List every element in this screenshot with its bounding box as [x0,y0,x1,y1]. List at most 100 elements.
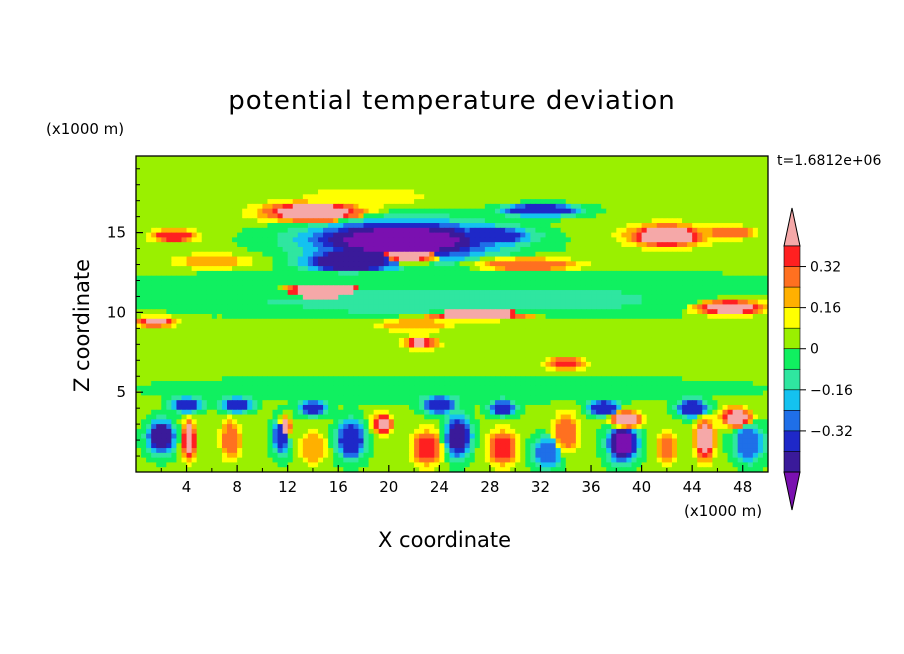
field-cell [424,333,430,339]
field-cell [540,314,547,320]
field-cell [515,165,521,171]
field-cell [459,203,466,210]
field-cell [646,285,653,291]
field-cell [267,242,274,248]
field-cell [312,290,319,296]
field-cell [414,304,420,310]
field-cell [707,266,713,272]
field-cell [353,323,360,329]
field-cell [464,323,471,329]
field-cell [141,170,147,176]
field-cell [151,227,157,234]
field-cell [676,261,683,267]
field-cell [747,203,754,210]
field-cell [272,232,279,238]
field-cell [272,160,279,167]
field-cell [373,227,380,234]
field-cell [454,194,461,200]
field-cell [136,208,142,215]
field-cell [312,328,319,334]
field-cell [237,328,243,334]
field-cell [479,290,486,296]
field-cell [242,328,248,334]
field-cell [247,342,253,349]
field-cell [161,179,167,186]
field-cell [747,285,754,291]
field-cell [171,203,178,210]
field-cell [302,199,309,205]
field-cell [368,199,375,205]
field-cell [338,156,344,162]
field-cell [555,237,562,243]
field-cell [661,189,668,195]
field-cell [409,232,415,238]
field-cell [565,337,572,344]
field-cell [409,309,415,315]
field-cell [277,285,284,291]
field-cell [232,266,238,272]
field-cell [702,328,708,334]
field-cell [318,237,324,243]
field-cell [712,194,719,200]
field-cell [323,156,329,162]
field-cell [555,184,562,191]
field-cell [505,280,511,286]
field-cell [358,261,365,267]
field-cell [500,218,506,224]
field-cell [348,203,355,210]
field-cell [565,227,572,234]
field-cell [388,184,395,191]
field-cell [333,328,339,334]
field-cell [469,323,476,329]
field-cell [494,203,501,210]
field-cell [525,294,531,301]
field-cell [510,261,516,267]
field-cell [221,256,228,262]
field-cell [414,342,420,349]
field-cell [454,184,461,191]
field-cell [156,199,162,205]
field-cell [591,227,597,234]
field-cell [525,179,531,186]
field-cell [646,270,653,277]
field-cell [141,232,147,238]
field-cell [636,242,643,248]
field-cell [510,179,516,186]
field-cell [757,256,764,262]
field-cell [216,227,223,234]
field-cell [575,156,582,162]
field-cell [626,318,633,325]
field-cell [201,175,208,181]
field-cell [206,290,213,296]
field-cell [636,184,643,191]
field-cell [237,261,243,267]
field-cell [697,160,703,167]
field-cell [398,175,405,181]
field-cell [454,256,461,262]
field-cell [540,165,547,171]
field-cell [545,333,552,339]
field-cell [515,232,521,238]
field-cell [676,290,683,296]
field-cell [479,213,486,219]
field-cell [585,189,592,195]
field-cell [682,189,688,195]
field-cell [449,160,456,167]
field-cell [287,242,294,248]
field-cell [312,232,319,238]
field-cell [707,251,713,258]
field-cell [469,266,476,272]
field-cell [161,280,167,286]
field-cell [151,318,157,325]
field-cell [722,227,729,234]
field-cell [186,218,193,224]
field-cell [409,223,415,229]
field-cell [631,333,638,339]
field-cell [262,165,269,171]
field-cell [525,203,531,210]
field-cell [545,189,552,195]
field-cell [383,294,390,301]
field-cell [353,203,360,210]
field-cell [282,237,289,243]
field-cell [282,199,289,205]
